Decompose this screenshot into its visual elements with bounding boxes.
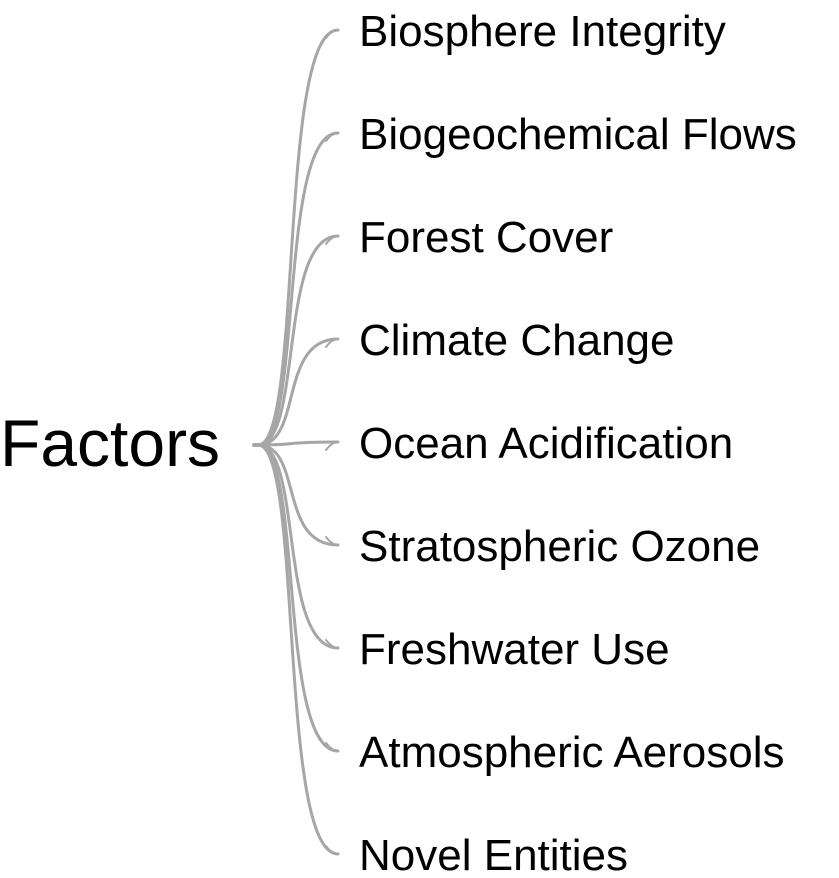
branch-line [256, 443, 340, 650]
leaf-node-label: Forest Cover [359, 213, 613, 262]
branch-tip [325, 742, 339, 752]
leaf-node-label: Biosphere Integrity [359, 7, 726, 56]
branch-connectors [252, 28, 340, 856]
branch-line [256, 443, 340, 753]
leaf-node-label: Novel Entities [359, 831, 628, 878]
branch-tip [325, 338, 339, 348]
branch-tip [325, 441, 339, 451]
leaf-node-label: Atmospheric Aerosols [359, 728, 785, 777]
branch-tip [325, 639, 339, 649]
branch-line [256, 337, 340, 447]
branch-line [256, 443, 340, 856]
branch-line [256, 131, 340, 447]
leaf-node-label: Ocean Acidification [359, 419, 733, 468]
branch-line [256, 443, 340, 547]
branch-tip [325, 845, 339, 855]
branch-tip [325, 536, 339, 546]
branch-line [256, 440, 340, 447]
leaf-node-label: Stratospheric Ozone [359, 522, 760, 571]
branch-tip [325, 235, 339, 245]
branch-tip [325, 29, 339, 39]
leaf-node-label: Biogeochemical Flows [359, 110, 797, 159]
branch-line [256, 28, 340, 447]
leaf-node-label: Freshwater Use [359, 625, 670, 674]
branch-line [256, 234, 340, 447]
root-node-label: Factors [0, 406, 220, 480]
branch-tip [325, 132, 339, 142]
leaf-nodes: Biosphere Integrity Biogeochemical Flows F… [359, 7, 797, 878]
leaf-node-label: Climate Change [359, 316, 675, 365]
